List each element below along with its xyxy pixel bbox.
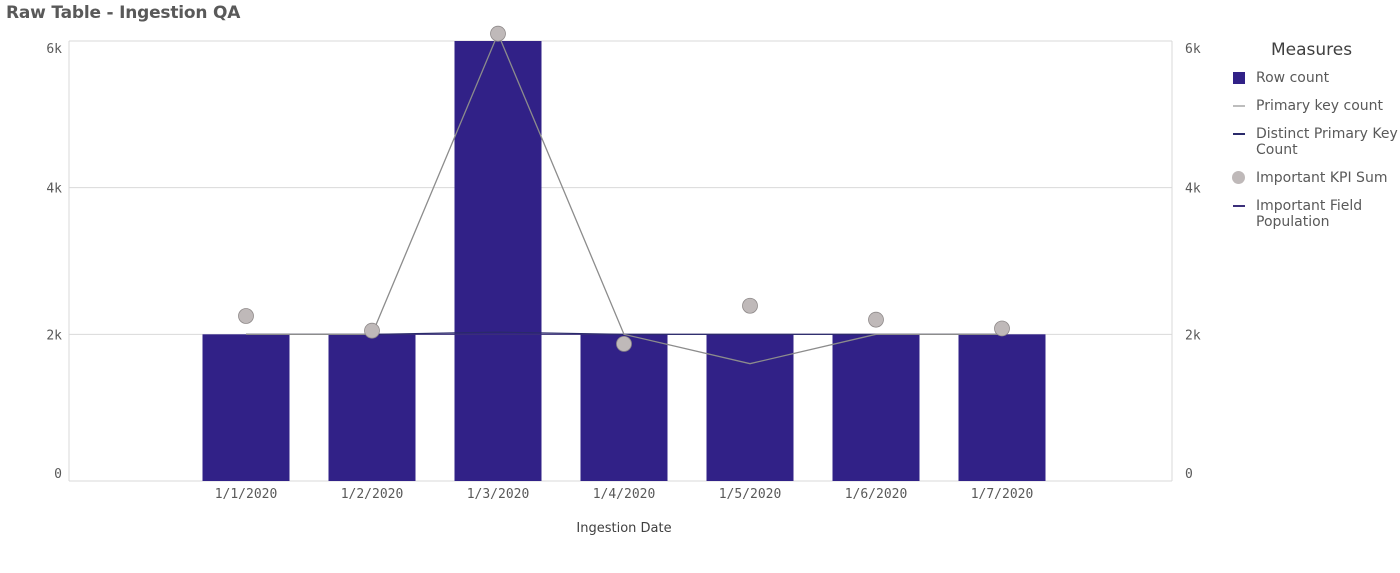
y-tick-label: 4k (46, 182, 62, 197)
y2-tick-label: 4k (1185, 182, 1201, 197)
legend-item-important-field-population[interactable]: Important Field Population (1228, 198, 1400, 230)
bar (706, 334, 794, 481)
kpi-point (616, 335, 632, 352)
kpi-point (868, 311, 884, 328)
legend-item-row-count[interactable]: Row count (1228, 70, 1400, 86)
legend-item-primary-key-count[interactable]: Primary key count (1228, 98, 1400, 114)
x-axis-title: Ingestion Date (576, 521, 671, 536)
legend-item-distinct-primary-key-count[interactable]: Distinct Primary Key Count (1228, 126, 1400, 158)
kpi-point (742, 297, 758, 314)
legend-label: Distinct Primary Key Count (1256, 126, 1398, 158)
legend-item-important-kpi-sum[interactable]: Important KPI Sum (1228, 170, 1400, 186)
y-tick-label: 6k (46, 42, 62, 57)
y-tick-label: 2k (46, 328, 62, 343)
series-line-primary-key-count (246, 31, 1002, 365)
square-icon (1232, 70, 1246, 86)
bar (958, 334, 1046, 481)
legend-label: Primary key count (1256, 98, 1384, 114)
y-tick-label: 0 (54, 467, 62, 482)
x-tick-label: 1/2/2020 (341, 487, 404, 502)
bar (832, 334, 920, 481)
line-icon (1232, 98, 1246, 114)
bar (580, 334, 668, 481)
x-tick-label: 1/6/2020 (845, 487, 908, 502)
line-icon (1232, 126, 1246, 142)
kpi-point (364, 322, 380, 339)
legend-title: Measures (1271, 40, 1353, 60)
legend-label: Important KPI Sum (1256, 170, 1388, 186)
dot-icon (1232, 170, 1246, 186)
kpi-point (994, 320, 1010, 337)
y2-tick-label: 2k (1185, 328, 1201, 343)
chart-plot[interactable]: 0 0 2k 2k 4k 4k 6k 6k 1/1/2020 1/2/2020 1/3/2020 1/… (0, 0, 1220, 573)
y2-tick-label: 0 (1185, 467, 1193, 482)
x-tick-label: 1/5/2020 (719, 487, 782, 502)
legend-label: Row count (1256, 70, 1330, 86)
bar (328, 334, 416, 481)
x-tick-label: 1/4/2020 (593, 487, 656, 502)
x-tick-label: 1/1/2020 (215, 487, 278, 502)
bar (202, 334, 290, 481)
legend: Measures Row count Primary key count Dis… (1228, 40, 1400, 242)
legend-label: Important Field Population (1256, 198, 1363, 230)
kpi-point (490, 25, 506, 42)
x-tick-label: 1/3/2020 (467, 487, 530, 502)
y2-tick-label: 6k (1185, 42, 1201, 57)
bar (454, 41, 542, 481)
x-tick-label: 1/7/2020 (971, 487, 1034, 502)
chart-title: Raw Table - Ingestion QA (6, 3, 241, 23)
kpi-point (238, 308, 254, 324)
line-icon (1232, 198, 1246, 214)
